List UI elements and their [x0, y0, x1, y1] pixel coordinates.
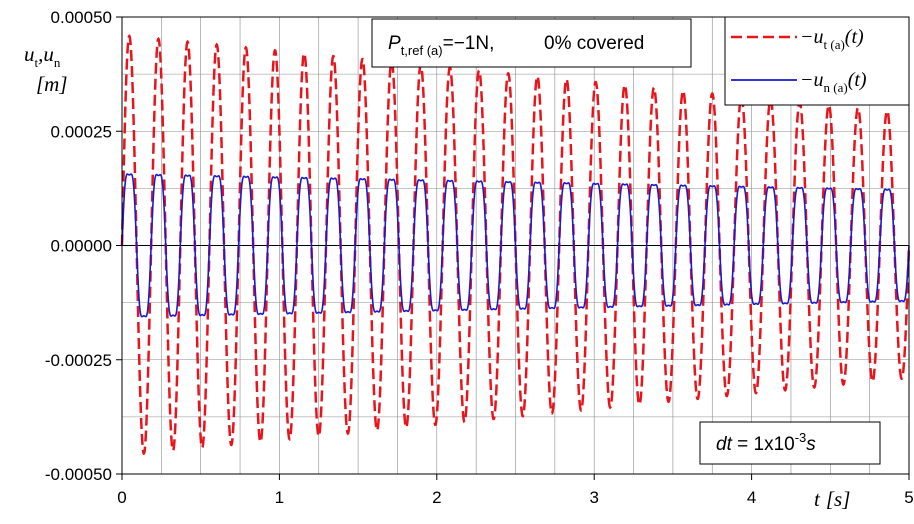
y-tick-label: 0.00025 [51, 122, 112, 141]
annotation-bottom: dt = 1x10-3s [699, 421, 881, 465]
legend-label-tangential: −ut (a)(t) [800, 26, 864, 52]
x-tick-label: 4 [747, 488, 756, 507]
series-line-normal [121, 173, 910, 318]
y-tick-label: -0.00050 [45, 465, 112, 484]
x-tick-label: 5 [904, 488, 913, 507]
x-tick-label: 1 [275, 488, 284, 507]
svg-text:dt = 1x10-3s: dt = 1x10-3s [716, 430, 816, 455]
series-layer [120, 34, 911, 456]
x-tick-label: 3 [589, 488, 598, 507]
x-tick-label: 0 [117, 488, 126, 507]
svg-text:0% covered: 0% covered [544, 33, 644, 54]
legend-label-normal: −un (a)(t) [800, 69, 867, 95]
annotation-top: Pt,ref (a)=−1N, 0% covered [371, 18, 692, 68]
y-axis-unit: [m] [36, 72, 68, 96]
y-axis-label: ut,un [24, 42, 61, 70]
svg-text:Pt,ref (a)=−1N,: Pt,ref (a)=−1N, [388, 33, 494, 58]
y-tick-label: 0.00050 [51, 8, 112, 27]
x-axis-label: t [s] [814, 487, 850, 511]
y-tick-label: -0.00025 [45, 351, 112, 370]
y-tick-label: 0.00000 [51, 237, 112, 256]
x-tick-label: 2 [432, 488, 441, 507]
legend: −ut (a)(t) −un (a)(t) [724, 16, 910, 106]
ticks: 0.00050 0.00025 0.00000 -0.00025 -0.00050 0 1 2… [45, 8, 914, 507]
